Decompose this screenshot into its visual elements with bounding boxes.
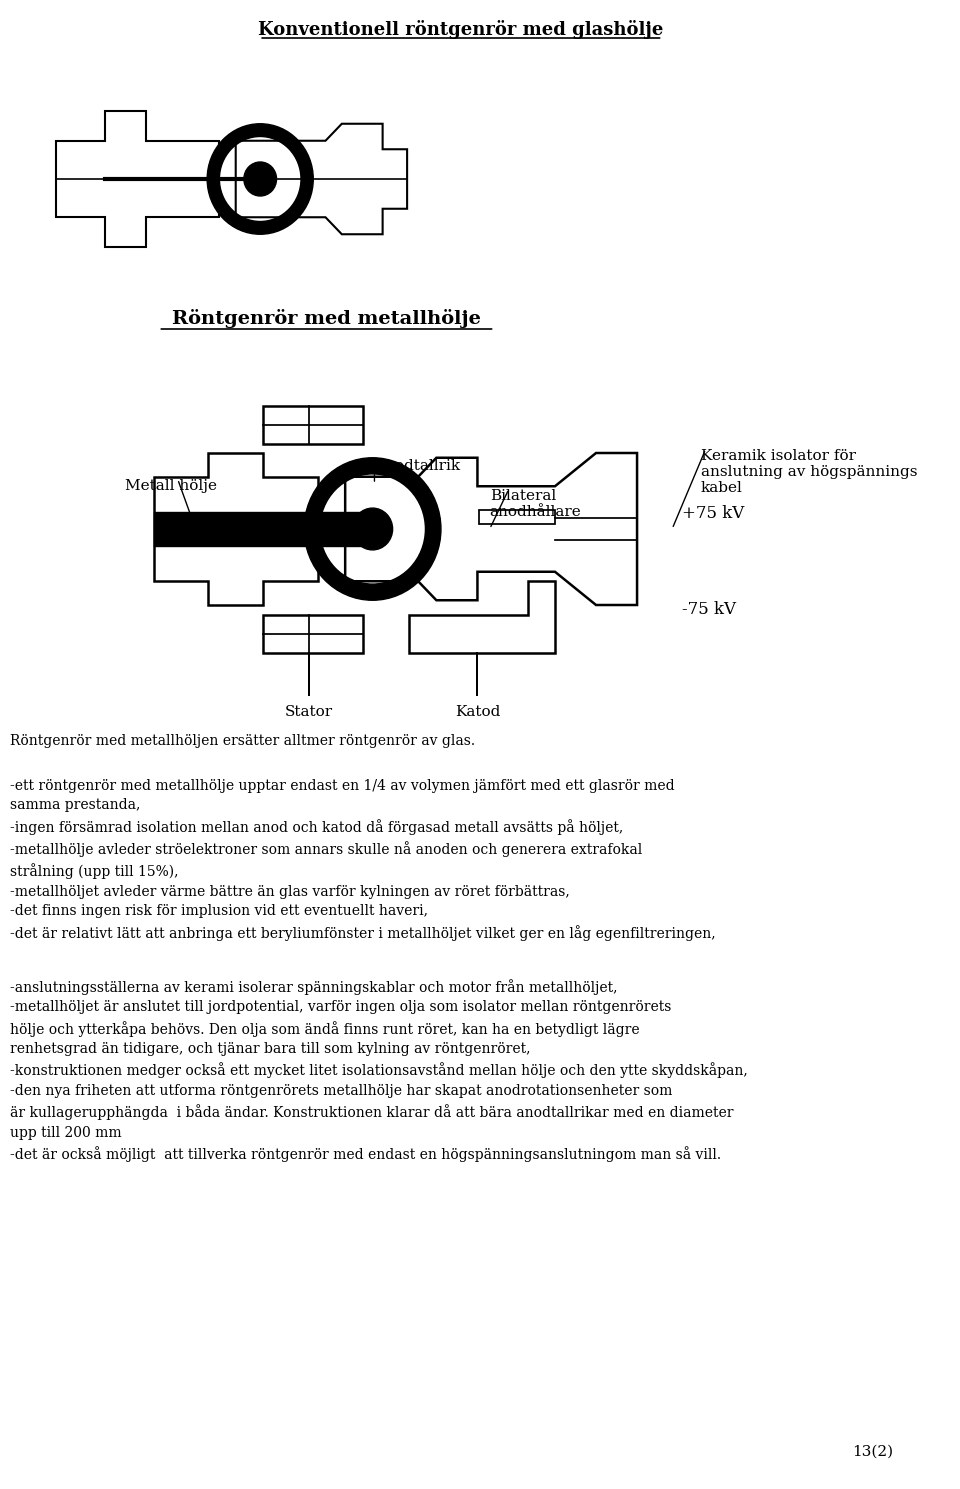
Circle shape (220, 137, 301, 222)
Text: Stator: Stator (284, 704, 333, 719)
Text: -ett röntgenrör med metallhölje upptar endast en 1/4 av volymen jämfört med ett : -ett röntgenrör med metallhölje upptar e… (10, 779, 715, 941)
Text: +75 kV: +75 kV (682, 505, 744, 523)
Text: 13(2): 13(2) (852, 1444, 893, 1459)
Text: -75 kV: -75 kV (682, 600, 735, 618)
Text: -anslutningsställerna av kerami isolerar spänningskablar och motor från metallhö: -anslutningsställerna av kerami isolerar… (10, 978, 747, 1161)
Circle shape (304, 457, 441, 600)
Text: Röntgenrör med metallhöljen ersätter alltmer röntgenrör av glas.: Röntgenrör med metallhöljen ersätter all… (10, 734, 475, 747)
Text: Katod: Katod (455, 704, 500, 719)
Text: Metall hölje: Metall hölje (125, 479, 217, 493)
Text: Anodtallrik: Anodtallrik (374, 459, 461, 474)
Circle shape (244, 162, 276, 197)
Text: Bilateral
anodhållare: Bilateral anodhållare (490, 488, 582, 520)
Text: Keramik isolator för
anslutning av högspännings
kabel: Keramik isolator för anslutning av högsp… (701, 450, 918, 496)
Circle shape (207, 124, 313, 234)
Text: Röntgenrör med metallhölje: Röntgenrör med metallhölje (172, 310, 481, 328)
Circle shape (352, 508, 393, 549)
Text: Konventionell röntgenrör med glashölje: Konventionell röntgenrör med glashölje (258, 19, 663, 39)
Circle shape (320, 474, 425, 584)
